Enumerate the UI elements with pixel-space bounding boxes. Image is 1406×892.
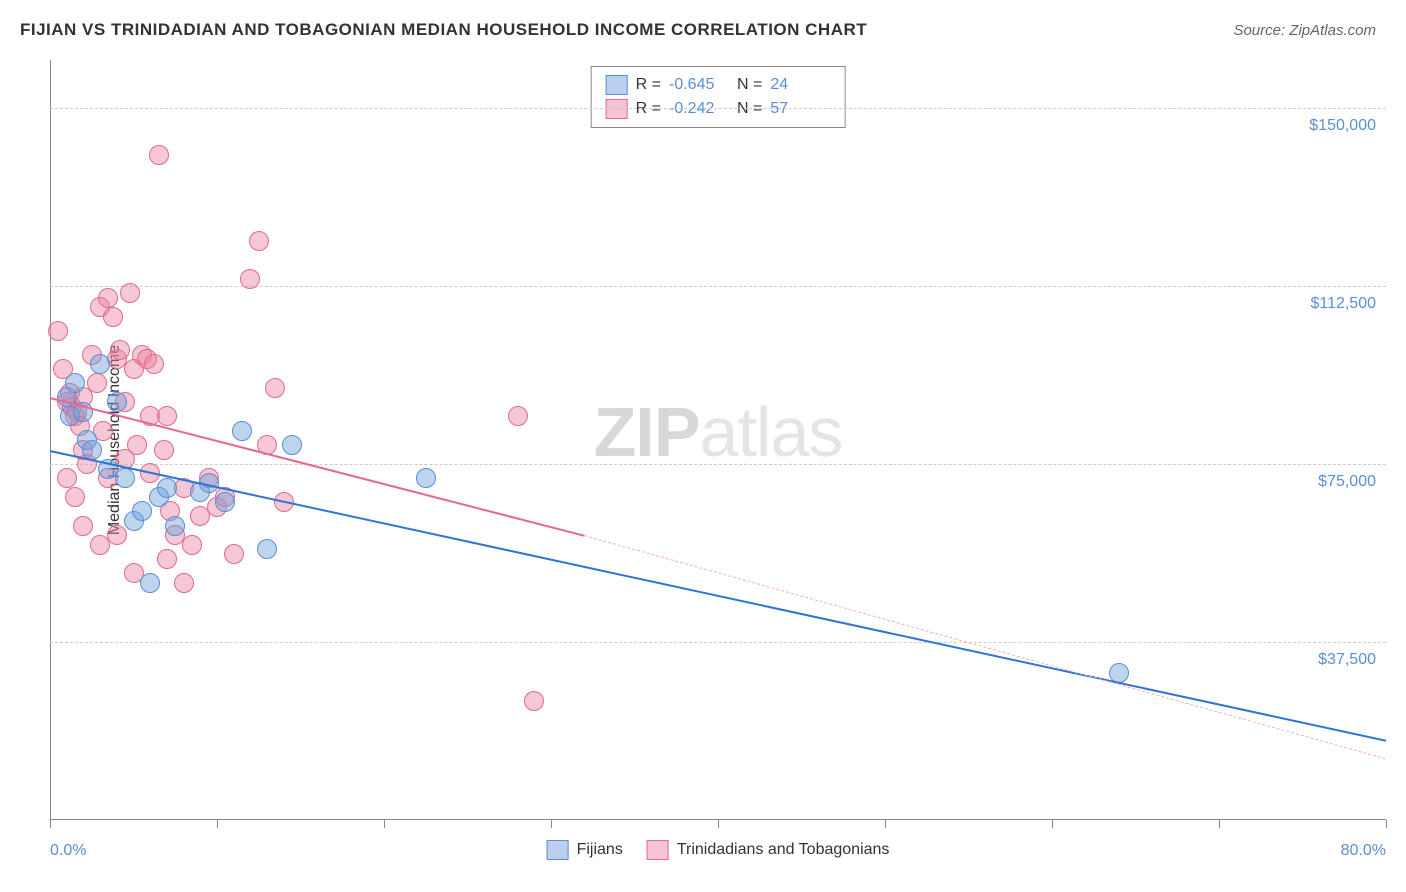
- data-point: [249, 231, 269, 251]
- data-point: [149, 145, 169, 165]
- legend-swatch-fijians: [547, 840, 569, 860]
- data-point: [182, 535, 202, 555]
- x-tick: [384, 820, 385, 828]
- x-max-label: 80.0%: [1341, 842, 1386, 860]
- y-tick-label: $150,000: [1309, 117, 1376, 135]
- data-point: [82, 440, 102, 460]
- legend-item-trinidadians: Trinidadians and Tobagonians: [647, 840, 890, 860]
- plot-region: ZIPatlas R = -0.645 N = 24 R = -0.242 N …: [50, 60, 1386, 820]
- n-label: N =: [737, 100, 762, 118]
- data-point: [120, 283, 140, 303]
- legend-label-trinidadians: Trinidadians and Tobagonians: [677, 841, 890, 859]
- swatch-trinidadians: [606, 99, 628, 119]
- data-point: [107, 525, 127, 545]
- x-tick: [718, 820, 719, 828]
- data-point: [65, 373, 85, 393]
- n-label: N =: [737, 76, 762, 94]
- trend-line: [50, 450, 1386, 742]
- data-point: [416, 468, 436, 488]
- data-point: [265, 378, 285, 398]
- data-point: [157, 406, 177, 426]
- grid-line: [50, 642, 1386, 643]
- data-point: [282, 435, 302, 455]
- chart-area: Median Household Income ZIPatlas R = -0.…: [50, 60, 1386, 820]
- data-point: [524, 691, 544, 711]
- r-label: R =: [636, 76, 661, 94]
- data-point: [144, 354, 164, 374]
- data-point: [174, 573, 194, 593]
- r-value-trinidadians: -0.242: [669, 100, 729, 118]
- data-point: [115, 468, 135, 488]
- data-point: [215, 492, 235, 512]
- data-point: [154, 440, 174, 460]
- data-point: [157, 549, 177, 569]
- x-tick: [217, 820, 218, 828]
- data-point: [65, 487, 85, 507]
- legend-swatch-trinidadians: [647, 840, 669, 860]
- stats-row-trinidadians: R = -0.242 N = 57: [606, 97, 831, 121]
- y-tick-label: $75,000: [1318, 473, 1376, 491]
- data-point: [165, 516, 185, 536]
- swatch-fijians: [606, 75, 628, 95]
- data-point: [90, 354, 110, 374]
- bottom-legend: Fijians Trinidadians and Tobagonians: [547, 840, 890, 860]
- n-value-trinidadians: 57: [770, 100, 830, 118]
- data-point: [73, 516, 93, 536]
- data-point: [103, 307, 123, 327]
- data-point: [224, 544, 244, 564]
- n-value-fijians: 24: [770, 76, 830, 94]
- r-value-fijians: -0.645: [669, 76, 729, 94]
- watermark-light: atlas: [700, 393, 843, 471]
- legend-item-fijians: Fijians: [547, 840, 623, 860]
- data-point: [98, 288, 118, 308]
- x-tick: [1219, 820, 1220, 828]
- chart-header: FIJIAN VS TRINIDADIAN AND TOBAGONIAN MED…: [0, 0, 1406, 50]
- data-point: [107, 392, 127, 412]
- y-axis-line: [50, 60, 51, 820]
- x-tick: [551, 820, 552, 828]
- data-point: [140, 573, 160, 593]
- data-point: [157, 478, 177, 498]
- chart-title: FIJIAN VS TRINIDADIAN AND TOBAGONIAN MED…: [20, 20, 867, 40]
- stats-row-fijians: R = -0.645 N = 24: [606, 73, 831, 97]
- data-point: [48, 321, 68, 341]
- y-tick-label: $112,500: [1310, 295, 1376, 313]
- x-tick: [1386, 820, 1387, 828]
- data-point: [240, 269, 260, 289]
- data-point: [508, 406, 528, 426]
- source-attribution: Source: ZipAtlas.com: [1233, 22, 1376, 39]
- r-label: R =: [636, 100, 661, 118]
- data-point: [87, 373, 107, 393]
- watermark: ZIPatlas: [594, 392, 843, 472]
- data-point: [257, 539, 277, 559]
- grid-line: [50, 108, 1386, 109]
- y-tick-label: $37,500: [1318, 651, 1376, 669]
- x-min-label: 0.0%: [50, 842, 86, 860]
- data-point: [110, 340, 130, 360]
- grid-line: [50, 464, 1386, 465]
- watermark-bold: ZIP: [594, 393, 700, 471]
- data-point: [57, 468, 77, 488]
- trend-line-dashed: [584, 535, 1386, 759]
- x-tick: [885, 820, 886, 828]
- data-point: [132, 501, 152, 521]
- legend-label-fijians: Fijians: [577, 841, 623, 859]
- stats-legend-box: R = -0.645 N = 24 R = -0.242 N = 57: [591, 66, 846, 128]
- data-point: [232, 421, 252, 441]
- x-tick: [50, 820, 51, 828]
- x-tick: [1052, 820, 1053, 828]
